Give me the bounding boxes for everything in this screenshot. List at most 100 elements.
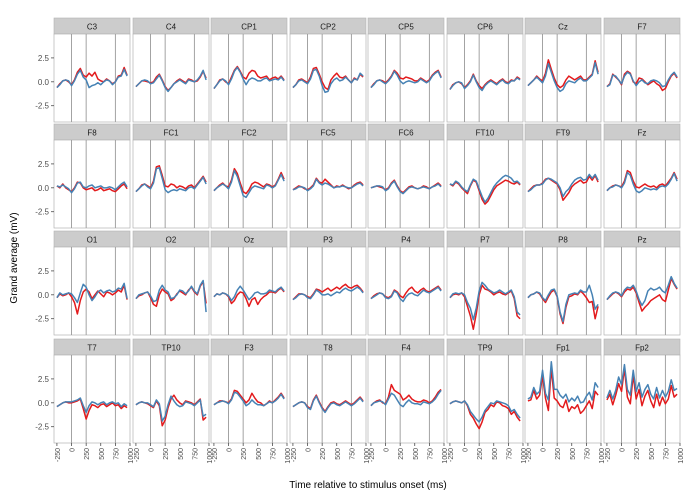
x-tick-label: 500 xyxy=(413,448,420,460)
y-tick-label: 0.0 xyxy=(38,184,50,193)
series-line-blue xyxy=(213,66,285,89)
panel-border xyxy=(367,139,445,229)
panel-border xyxy=(367,33,445,123)
series-line-blue xyxy=(449,174,521,203)
x-tick-label: 1000 xyxy=(521,448,528,464)
facet-panel-FC2: FC2 xyxy=(210,123,288,229)
x-tick-label: 500 xyxy=(492,448,499,460)
x-tick-label: 500 xyxy=(649,448,656,460)
x-tick-label: 1000 xyxy=(599,448,606,464)
y-tick-label: 2.5 xyxy=(38,54,50,63)
x-tick-label: 1000 xyxy=(207,448,214,464)
facet-strip-label: P7 xyxy=(480,236,490,245)
series-line-blue xyxy=(56,397,128,414)
x-tick-label: 1000 xyxy=(285,448,292,464)
facet-strip-label: F3 xyxy=(244,344,254,353)
series-line-blue xyxy=(135,395,207,422)
facet-strip-label: Fp1 xyxy=(556,344,570,353)
y-tick-label: -2.5 xyxy=(35,102,49,111)
facet-panel-CP5: CP5 xyxy=(367,17,445,123)
series-line-blue xyxy=(292,395,364,414)
series-line-blue xyxy=(292,178,364,192)
facet-strip-label: P8 xyxy=(558,236,568,245)
series-line-blue xyxy=(213,285,285,302)
series-line-blue xyxy=(135,166,207,194)
facet-strip-label: Fz xyxy=(638,129,647,138)
facet-panel-CP2: CP2 xyxy=(289,17,367,123)
facet-panel-Cz: Cz xyxy=(524,17,602,123)
series-line-blue xyxy=(370,70,442,89)
panel-border xyxy=(446,33,524,123)
facet-panel-P8: P8 xyxy=(524,230,602,336)
panel-border xyxy=(524,354,602,444)
series-line-red xyxy=(606,367,678,409)
series-line-blue xyxy=(527,173,599,198)
facet-grid: C3 -2.5 0.0 2.5 C4 CP1 CP2 CP5 CP6 Cz F7 F8 -2.5 0.0 2… xyxy=(35,17,685,464)
x-tick-label: 1000 xyxy=(128,448,135,464)
series-line-blue xyxy=(370,286,442,303)
facet-panel-CP1: CP1 xyxy=(210,17,288,123)
x-tick-label: 0 xyxy=(620,448,627,452)
facet-panel-T8: T8 -250 0 250 500 750 1000 xyxy=(289,338,371,464)
facet-strip-label: FC2 xyxy=(241,129,257,138)
facet-panel-FT9: FT9 xyxy=(524,123,602,229)
facet-strip-label: C4 xyxy=(166,23,177,32)
facet-strip-label: O1 xyxy=(87,236,98,245)
facet-strip-label: CP5 xyxy=(398,23,414,32)
x-tick-label: 250 xyxy=(555,448,562,460)
x-tick-label: 0 xyxy=(227,448,234,452)
facet-strip-label: CP6 xyxy=(477,23,493,32)
x-tick-label: 750 xyxy=(427,448,434,460)
panel-border xyxy=(367,354,445,444)
series-line-blue xyxy=(606,171,678,194)
x-tick-label: 750 xyxy=(506,448,513,460)
facet-panel-P3: P3 xyxy=(289,230,367,336)
facet-strip-label: FC6 xyxy=(398,129,414,138)
y-tick-label: 2.5 xyxy=(38,375,50,384)
facet-panel-FT10: FT10 xyxy=(446,123,524,229)
y-tick-label: 2.5 xyxy=(38,160,50,169)
x-tick-label: -250 xyxy=(291,448,298,462)
x-tick-label: 500 xyxy=(256,448,263,460)
facet-panel-F7: F7 xyxy=(603,17,681,123)
facet-panel-Fp1: Fp1 -250 0 250 500 750 1000 xyxy=(524,338,606,464)
series-line-red xyxy=(56,398,128,420)
x-tick-label: -250 xyxy=(134,448,141,462)
series-line-blue xyxy=(292,286,364,301)
facet-strip-label: CP2 xyxy=(320,23,336,32)
x-tick-label: 0 xyxy=(306,448,313,452)
facet-strip-label: Cz xyxy=(558,23,568,32)
facet-panel-O1: O1 -2.5 0.0 2.5 xyxy=(35,230,131,336)
y-tick-label: -2.5 xyxy=(35,208,49,217)
facet-strip-label: C3 xyxy=(87,23,98,32)
facet-strip-label: O2 xyxy=(166,236,177,245)
x-tick-label: -250 xyxy=(55,448,62,462)
panel-border xyxy=(289,354,367,444)
x-tick-label: -250 xyxy=(605,448,612,462)
facet-strip-label: CP1 xyxy=(241,23,257,32)
x-tick-label: 1000 xyxy=(442,448,449,464)
facet-panel-P4: P4 xyxy=(367,230,445,336)
x-tick-label: 250 xyxy=(320,448,327,460)
facet-panel-Fp2: Fp2 -250 0 250 500 750 1000 xyxy=(603,338,685,464)
facet-strip-label: TP9 xyxy=(478,344,493,353)
panel-border xyxy=(132,33,210,123)
facet-strip-label: F8 xyxy=(87,129,97,138)
x-tick-label: 500 xyxy=(99,448,106,460)
x-tick-label: 500 xyxy=(178,448,185,460)
facet-strip-label: F4 xyxy=(401,344,411,353)
facet-panel-CP6: CP6 xyxy=(446,17,524,123)
x-tick-label: 750 xyxy=(192,448,199,460)
facet-panel-C4: C4 xyxy=(132,17,210,123)
facet-panel-Oz: Oz xyxy=(210,230,288,336)
facet-panel-FC5: FC5 xyxy=(289,123,367,229)
series-line-blue xyxy=(56,181,128,194)
x-tick-label: 500 xyxy=(335,448,342,460)
series-line-blue xyxy=(527,61,599,93)
x-tick-label: -250 xyxy=(526,448,533,462)
x-tick-label: 750 xyxy=(270,448,277,460)
panel-border xyxy=(289,33,367,123)
x-tick-label: -250 xyxy=(448,448,455,462)
series-line-blue xyxy=(449,74,521,92)
